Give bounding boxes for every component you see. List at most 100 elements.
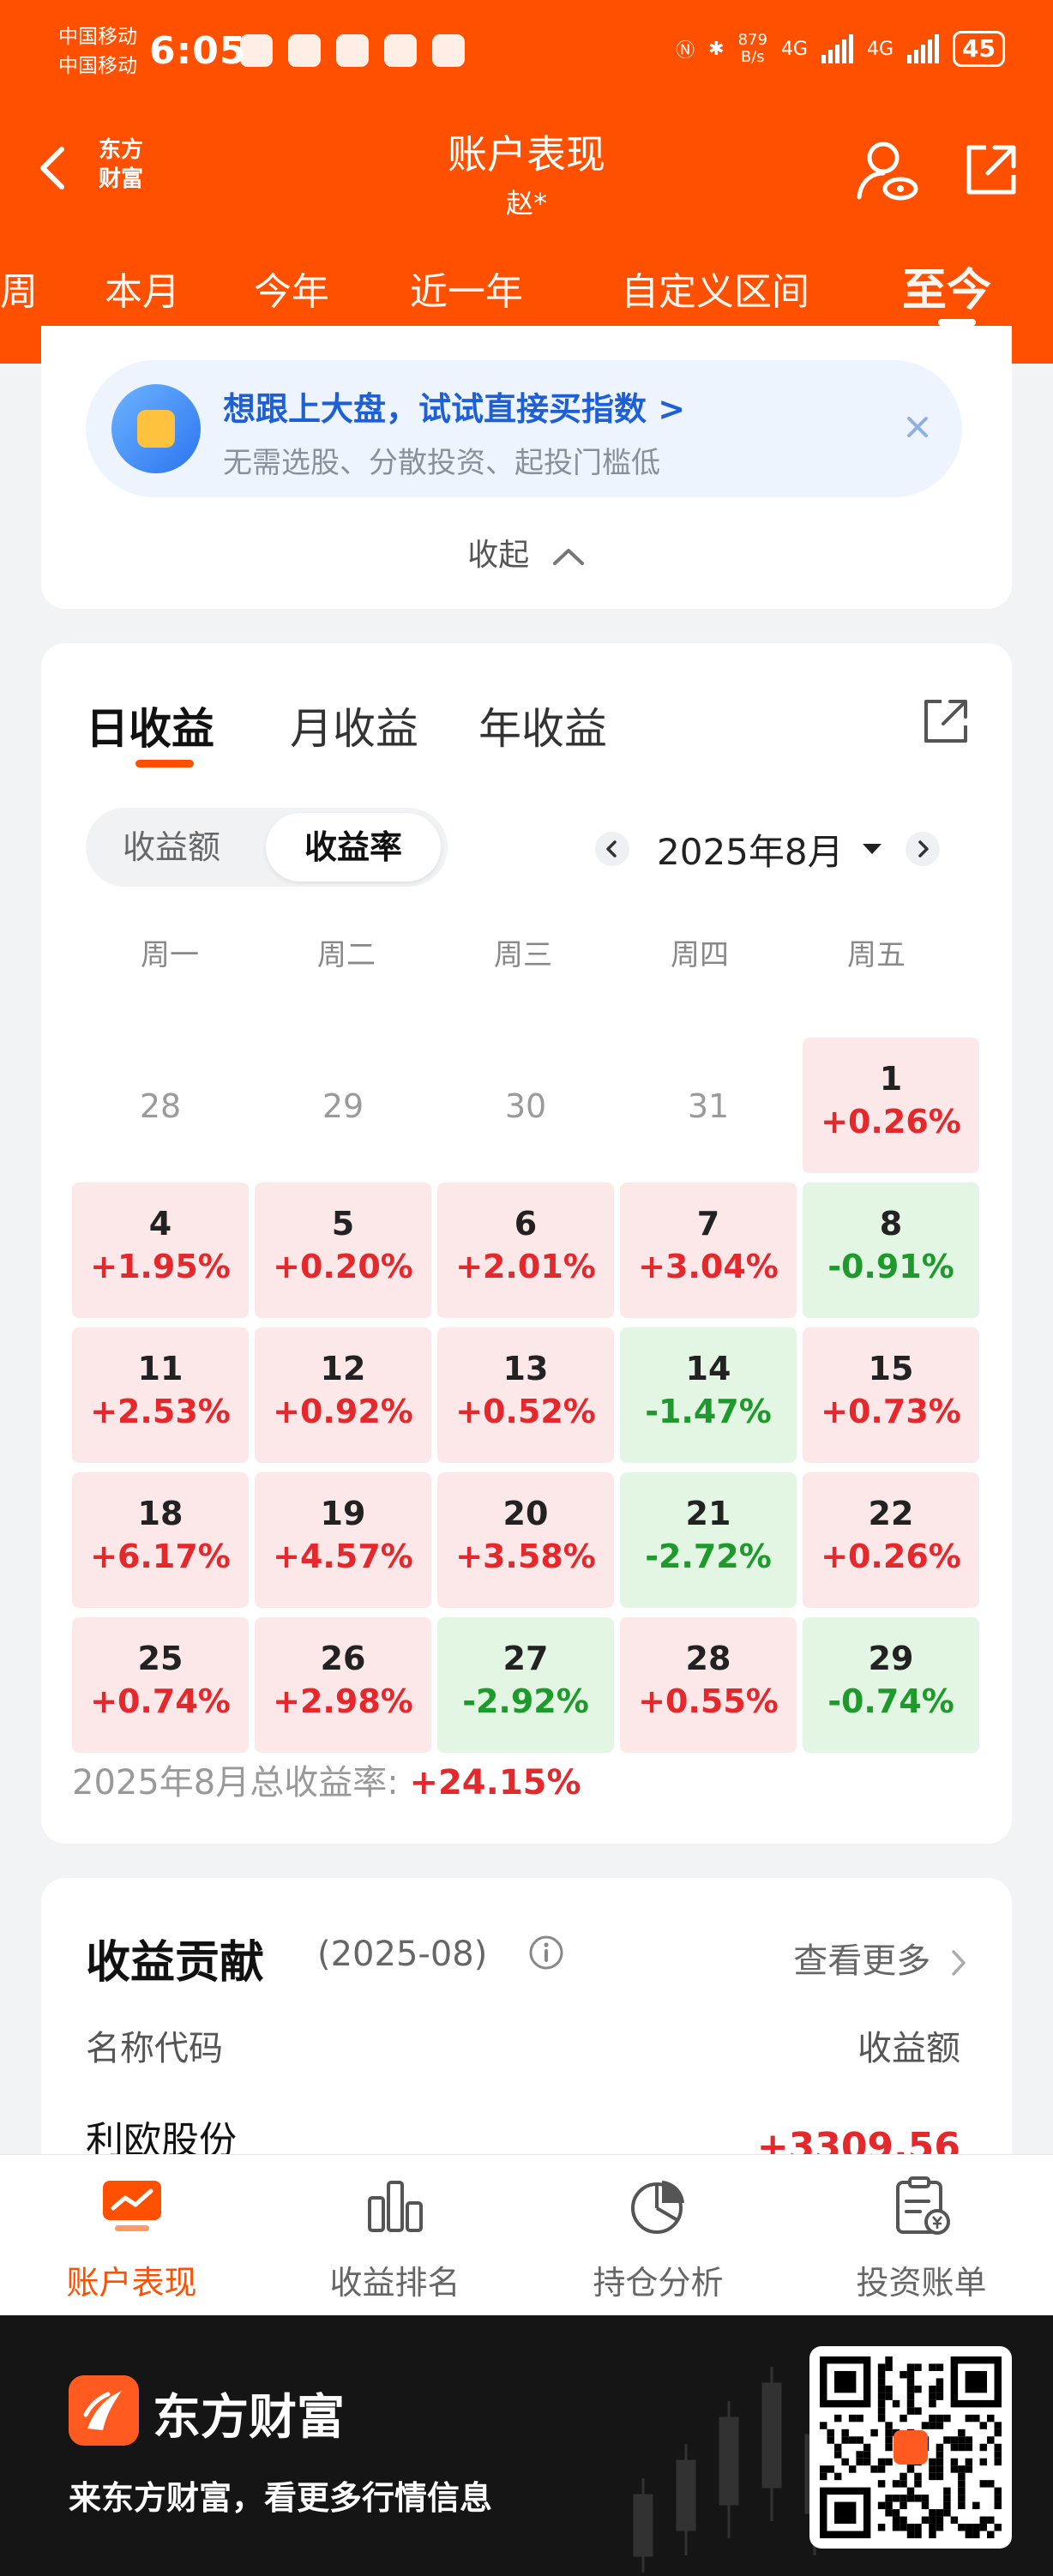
system-icons: Ⓝ ✱ 879 B/s 4G 4G 45	[676, 31, 1005, 67]
tab-to-date[interactable]: 至今	[902, 265, 992, 316]
collapse-label: 收起	[467, 538, 530, 573]
view-more-link[interactable]: 查看更多	[793, 1933, 967, 1983]
back-arrow-icon[interactable]	[33, 142, 75, 194]
next-month-icon[interactable]	[906, 832, 940, 866]
signal-icon	[907, 34, 940, 63]
calendar-day-number: 20	[502, 1495, 549, 1532]
calendar-day-number: 8	[879, 1205, 903, 1243]
bottom-tab-label: 持仓分析	[593, 2264, 724, 2302]
index-promo-banner[interactable]: 想跟上大盘，试试直接买指数 > 无需选股、分散投资、起投门槛低	[86, 360, 962, 497]
notification-app-icon	[336, 34, 369, 67]
amount-rate-toggle: 收益额 收益率	[86, 808, 448, 887]
calendar-day-cell[interactable]: 26 +2.98%	[255, 1617, 431, 1753]
calendar-day-cell[interactable]: 19 +4.57%	[255, 1472, 431, 1608]
net-speed: 879 B/s	[737, 31, 767, 66]
calendar-day-cell[interactable]: 14 -1.47%	[620, 1327, 797, 1463]
calendar-day-cell[interactable]: 20 +3.58%	[437, 1472, 614, 1608]
tab-this-year[interactable]: 今年	[254, 270, 329, 314]
calendar-day-number: 13	[502, 1350, 549, 1387]
calendar-day-cell[interactable]: 18 +6.17%	[72, 1472, 249, 1608]
chevron-right-icon	[952, 1950, 966, 1976]
bottom-tab-account-performance[interactable]: 账户表现	[0, 2155, 263, 2316]
calendar-day-number: 14	[685, 1350, 731, 1387]
calendar-day-cell[interactable]: 1 +0.26%	[803, 1038, 979, 1173]
column-header-name: 名称代码	[86, 2029, 223, 2068]
month-total-rate: 2025年8月总收益率: +24.15%	[72, 1754, 581, 1804]
calendar-day-cell[interactable]: 11 +2.53%	[72, 1327, 249, 1463]
calendar-day-number: 22	[868, 1495, 914, 1532]
chart-screen-icon	[103, 2181, 161, 2231]
qr-code-icon	[820, 2356, 1002, 2538]
calendar-day-number: 11	[137, 1350, 184, 1387]
calendar-day-cell[interactable]: 15 +0.73%	[803, 1327, 979, 1463]
bottom-tab-profit-ranking[interactable]: 收益排名	[263, 2155, 526, 2316]
caret-down-icon[interactable]	[863, 844, 882, 854]
bill-icon	[896, 2176, 950, 2235]
toggle-amount[interactable]: 收益额	[122, 828, 220, 866]
bottom-tab-investment-bill[interactable]: 投资账单	[790, 2155, 1053, 2316]
notification-app-icon	[432, 34, 465, 67]
calendar-day-number: 18	[137, 1495, 184, 1532]
month-selector[interactable]: 2025年8月	[657, 831, 844, 873]
brand-logo: 东方 财富	[98, 137, 143, 192]
collapse-button[interactable]: 收起	[41, 530, 1012, 575]
calendar-day-number: 31	[687, 1087, 730, 1125]
bluetooth-icon: ✱	[708, 38, 725, 60]
toggle-rate[interactable]: 收益率	[266, 813, 441, 882]
calendar-day-rate: +0.55%	[638, 1682, 779, 1720]
weekday-fri: 周五	[847, 938, 906, 972]
calendar-day-cell[interactable]: 25 +0.74%	[72, 1617, 249, 1753]
info-icon[interactable]	[528, 1935, 564, 1971]
period-tabs: 周 本月 今年 近一年 自定义区间 至今	[0, 240, 1053, 334]
calendar-day-cell[interactable]: 22 +0.26%	[803, 1472, 979, 1608]
calendar-day-cell[interactable]: 29 -0.74%	[803, 1617, 979, 1753]
previous-month-icon[interactable]	[595, 832, 629, 866]
share-icon[interactable]	[919, 695, 972, 748]
bottom-tab-holding-analysis[interactable]: 持仓分析	[526, 2155, 790, 2316]
calendar-day-rate: +0.92%	[273, 1393, 413, 1430]
calendar-day-cell[interactable]: 5 +0.20%	[255, 1183, 431, 1318]
month-total-label: 2025年8月总收益率:	[72, 1763, 399, 1803]
bar-chart-icon	[368, 2181, 423, 2232]
contribution-title: 收益贡献	[86, 1937, 265, 1989]
calendar-day-number: 19	[320, 1495, 366, 1532]
user-view-icon[interactable]	[852, 135, 921, 204]
calendar-day-cell[interactable]: 13 +0.52%	[437, 1327, 614, 1463]
profit-contribution-card: 收益贡献 (2025-08) 查看更多 名称代码 收益额 利欧股份 +3309.…	[41, 1878, 1012, 2170]
page-title: 账户表现	[448, 131, 605, 178]
calendar-day-number: 30	[504, 1087, 547, 1125]
banner-title[interactable]: 想跟上大盘，试试直接买指数 >	[223, 390, 686, 428]
calendar-day-cell[interactable]: 4 +1.95%	[72, 1183, 249, 1318]
network-type-1: 4G	[780, 38, 808, 60]
calendar-day-rate: +0.26%	[821, 1103, 961, 1141]
qr-code	[809, 2346, 1012, 2549]
calendar-day-rate: +0.52%	[455, 1393, 596, 1430]
tab-yearly-profit[interactable]: 年收益	[478, 704, 607, 754]
calendar-day-rate: -2.92%	[462, 1682, 589, 1720]
share-icon[interactable]	[960, 139, 1022, 201]
calendar-day-rate: +1.95%	[90, 1248, 231, 1285]
calendar-day-cell[interactable]: 8 -0.91%	[803, 1183, 979, 1318]
calendar-day-cell[interactable]: 21 -2.72%	[620, 1472, 797, 1608]
calendar-day-cell[interactable]: 7 +3.04%	[620, 1183, 797, 1318]
calendar-day-cell[interactable]: 6 +2.01%	[437, 1183, 614, 1318]
status-time: 6:05	[149, 29, 247, 73]
calendar-day-cell[interactable]: 27 -2.92%	[437, 1617, 614, 1753]
promo-footer: 东方财富 来东方财富，看更多行情信息	[0, 2315, 1053, 2576]
calendar-day-number: 29	[868, 1640, 914, 1677]
tab-week[interactable]: 周	[0, 270, 38, 314]
calendar-day-rate: +2.01%	[455, 1248, 596, 1285]
close-icon[interactable]	[899, 408, 936, 446]
carrier-line-2: 中国移动	[58, 55, 137, 77]
tab-daily-profit[interactable]: 日收益	[86, 704, 214, 754]
calendar-day-cell[interactable]: 28 +0.55%	[620, 1617, 797, 1753]
tab-monthly-profit[interactable]: 月收益	[290, 704, 418, 754]
tab-this-month[interactable]: 本月	[105, 270, 180, 314]
calendar-day-number: 12	[320, 1350, 366, 1387]
calendar-day-cell[interactable]: 12 +0.92%	[255, 1327, 431, 1463]
tab-custom-range[interactable]: 自定义区间	[621, 270, 809, 314]
calendar-day-number: 21	[685, 1495, 731, 1532]
promo-brand: 东方财富	[153, 2390, 345, 2446]
tab-past-year[interactable]: 近一年	[410, 270, 523, 314]
promo-slogan: 来东方财富，看更多行情信息	[69, 2479, 493, 2517]
